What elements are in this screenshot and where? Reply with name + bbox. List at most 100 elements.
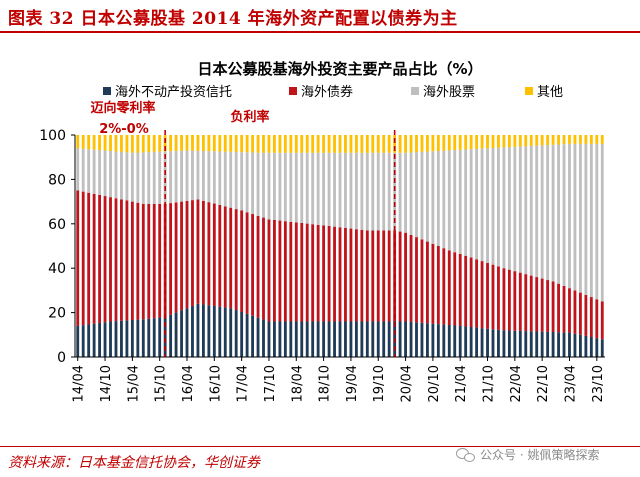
bar-segment-other xyxy=(300,135,304,153)
bar-segment-other xyxy=(447,135,451,151)
bar-segment-bond xyxy=(344,227,347,322)
bar-segment-bond xyxy=(551,281,555,333)
y-tick-label: 80 xyxy=(48,172,66,188)
bar-segment-reit xyxy=(513,330,517,357)
bar-segment-other xyxy=(562,135,566,145)
bar-segment-reit xyxy=(262,319,265,357)
bar-segment-bond xyxy=(518,272,522,331)
bar-segment-bond xyxy=(486,262,489,329)
bar-segment-bond xyxy=(376,230,380,322)
bar-segment-reit xyxy=(240,311,244,357)
bar-segment-bond xyxy=(365,230,369,322)
source-note: 资料来源：日本基金信托协会，华创证券 xyxy=(8,455,260,471)
footer-rule xyxy=(0,446,640,447)
bar-segment-other xyxy=(311,135,315,153)
bar-segment-other xyxy=(546,135,550,146)
bar-segment-reit xyxy=(322,321,326,357)
bar-segment-equity xyxy=(152,151,156,204)
bar-segment-equity xyxy=(376,152,380,231)
bar-segment-other xyxy=(185,135,189,151)
bar-segment-bond xyxy=(507,269,511,331)
bar-segment-equity xyxy=(141,152,145,204)
bar-segment-equity xyxy=(322,152,326,226)
bar-segment-reit xyxy=(141,319,145,357)
bar-segment-bond xyxy=(589,297,593,338)
bar-segment-equity xyxy=(333,152,336,227)
bar-segment-equity xyxy=(551,144,555,282)
bar-segment-other xyxy=(453,135,457,151)
bar-segment-bond xyxy=(573,290,577,334)
bar-segment-other xyxy=(283,135,287,153)
bar-segment-other xyxy=(130,135,134,153)
bar-segment-bond xyxy=(382,230,386,322)
x-tick-label: 22/10 xyxy=(536,365,551,402)
bar-segment-reit xyxy=(109,321,112,357)
bar-segment-bond xyxy=(256,215,260,318)
bar-segment-bond xyxy=(354,229,358,322)
bar-segment-reit xyxy=(469,327,473,357)
bar-segment-equity xyxy=(229,151,233,208)
bar-segment-equity xyxy=(327,152,331,227)
bar-segment-bond xyxy=(229,207,233,309)
bar-segment-equity xyxy=(256,152,260,216)
x-tick-label: 20/04 xyxy=(400,365,415,402)
bar-segment-equity xyxy=(420,151,424,240)
bar-segment-bond xyxy=(475,259,479,328)
bar-segment-bond xyxy=(535,277,539,332)
bar-segment-reit xyxy=(486,328,489,357)
bar-segment-equity xyxy=(163,151,167,204)
bar-segment-other xyxy=(557,135,560,145)
bar-segment-equity xyxy=(344,152,347,228)
bar-segment-reit xyxy=(300,321,304,357)
bar-segment-reit xyxy=(76,325,80,357)
bar-segment-equity xyxy=(278,152,282,221)
bar-segment-bond xyxy=(136,202,140,320)
legend-label-other: 其他 xyxy=(537,85,563,100)
bar-segment-bond xyxy=(147,203,151,319)
bar-segment-other xyxy=(103,135,107,151)
bar-segment-bond xyxy=(234,209,238,311)
bar-segment-bond xyxy=(273,219,276,322)
bar-segment-other xyxy=(458,135,462,150)
bar-segment-reit xyxy=(349,321,353,357)
bar-segment-equity xyxy=(535,145,539,278)
bar-segment-other xyxy=(152,135,156,152)
bar-segment-bond xyxy=(305,223,309,322)
bar-segment-other xyxy=(535,135,539,146)
bar-segment-equity xyxy=(114,151,118,199)
bar-segment-reit xyxy=(365,321,369,357)
bar-segment-reit xyxy=(152,318,156,357)
bar-segment-other xyxy=(376,135,380,153)
bar-segment-reit xyxy=(212,305,216,357)
bar-segment-bond xyxy=(469,257,473,328)
bar-segment-bond xyxy=(98,194,102,323)
bar-segment-reit xyxy=(316,321,320,357)
bar-segment-reit xyxy=(557,332,560,357)
bar-segment-other xyxy=(513,135,517,147)
x-tick-label: 14/10 xyxy=(99,365,114,402)
bar-segment-equity xyxy=(92,149,96,194)
bar-segment-reit xyxy=(415,322,418,357)
bar-segment-other xyxy=(136,135,140,153)
bar-segment-other xyxy=(201,135,205,152)
bar-segment-bond xyxy=(289,221,293,322)
bar-segment-reit xyxy=(426,323,429,357)
bar-segment-equity xyxy=(81,148,85,192)
bar-segment-other xyxy=(81,135,85,149)
bar-segment-other xyxy=(267,135,271,153)
annotation-label: 迈向零利率 xyxy=(90,100,155,116)
bar-segment-reit xyxy=(420,322,424,357)
x-tick-label: 21/04 xyxy=(454,365,469,402)
bar-segment-reit xyxy=(376,321,380,357)
bar-segment-bond xyxy=(185,200,189,309)
bar-segment-other xyxy=(229,135,233,152)
legend-swatch-other xyxy=(525,87,533,95)
bar-segment-reit xyxy=(120,320,123,357)
bar-segment-equity xyxy=(245,152,249,213)
bar-segment-other xyxy=(354,135,358,153)
bar-segment-reit xyxy=(256,317,260,357)
bar-segment-equity xyxy=(316,152,320,225)
bar-segment-reit xyxy=(404,321,407,357)
bar-segment-equity xyxy=(136,152,140,203)
bar-segment-reit xyxy=(497,329,500,357)
